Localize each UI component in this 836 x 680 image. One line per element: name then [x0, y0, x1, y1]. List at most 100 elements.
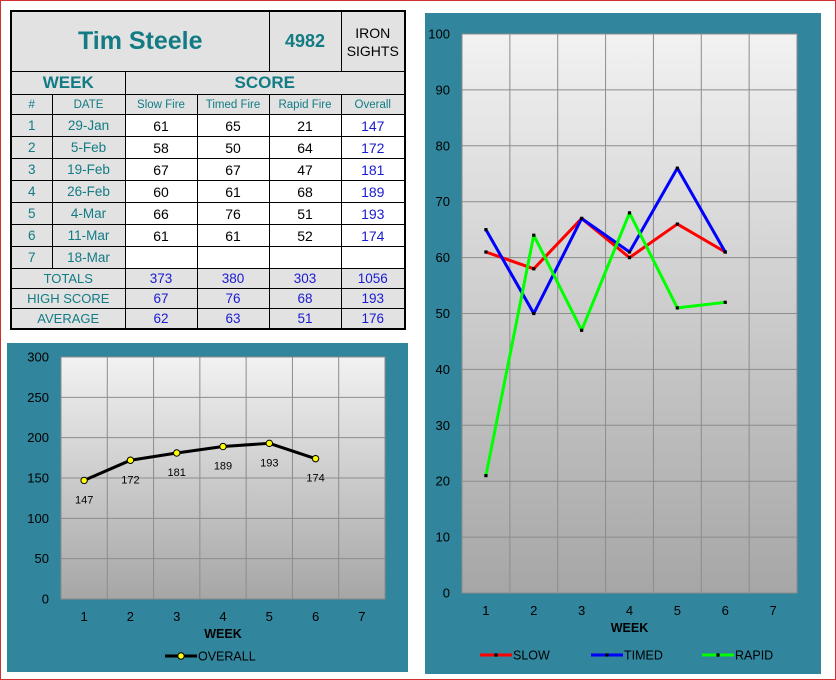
data-point — [80, 476, 88, 485]
col-slow-fire: Slow Fire — [124, 94, 198, 115]
col-rapid-fire: Rapid Fire — [268, 94, 342, 115]
week-date: 4-Mar — [51, 202, 126, 225]
data-point — [311, 454, 320, 463]
legend-label-rapid: RAPID — [735, 649, 773, 663]
sights-line2: SIGHTS — [346, 42, 399, 59]
data-label: 189 — [214, 461, 232, 473]
title-row: Tim Steele 4982 IRON SIGHTS — [10, 10, 406, 72]
x-tick-label: 5 — [674, 603, 681, 618]
col-overall: Overall — [340, 94, 406, 115]
totals-row: TOTALS 373 380 303 1056 — [10, 268, 406, 289]
y-tick-label: 250 — [27, 390, 49, 405]
average-slow: 62 — [124, 308, 198, 330]
y-tick-label: 100 — [428, 27, 450, 42]
legend-marker — [716, 653, 720, 657]
x-tick-label: 4 — [626, 603, 633, 618]
data-point — [532, 267, 536, 271]
x-tick-label: 2 — [530, 603, 537, 618]
data-point — [219, 442, 227, 451]
x-tick-label: 4 — [219, 609, 226, 624]
data-point — [723, 300, 727, 304]
overall-score: 181 — [340, 158, 406, 181]
data-point — [675, 166, 679, 170]
legend-label-overall: OVERALL — [198, 650, 256, 664]
y-tick-label: 300 — [27, 350, 49, 365]
data-label: 172 — [121, 474, 139, 486]
totals-label: TOTALS — [10, 268, 126, 289]
score-row: 1 29-Jan 61 65 21 147 — [10, 114, 406, 137]
score-row: 7 18-Mar — [10, 246, 406, 269]
y-tick-label: 200 — [27, 430, 49, 445]
series-line-overall — [83, 441, 317, 482]
x-tick-label: 6 — [722, 603, 729, 618]
week-number: 3 — [10, 158, 53, 181]
sights-type: IRON SIGHTS — [340, 10, 406, 72]
x-tick-label: 3 — [578, 603, 585, 618]
rapid-fire-score: 64 — [268, 136, 342, 159]
col-timed-fire: Timed Fire — [196, 94, 270, 115]
series-line-slow — [485, 216, 726, 271]
week-date: 26-Feb — [51, 180, 126, 203]
score-rows: 1 29-Jan 61 65 21 147 2 5-Feb 58 50 64 172 3 19-Feb 67… — [10, 114, 406, 269]
col-date: DATE — [51, 94, 126, 115]
series-line-timed — [484, 166, 727, 315]
shooter-id: 4982 — [268, 10, 342, 72]
y-tick-label: 60 — [436, 250, 450, 265]
y-tick-label: 10 — [436, 530, 450, 545]
shooter-name: Tim Steele — [10, 10, 270, 72]
data-point — [484, 228, 488, 232]
week-date: 11-Mar — [51, 224, 126, 247]
timed-fire-score: 50 — [196, 136, 270, 159]
totals-overall: 1056 — [340, 268, 406, 289]
rapid-fire-score: 52 — [268, 224, 342, 247]
score-row: 3 19-Feb 67 67 47 181 — [10, 158, 406, 181]
overall-score: 189 — [340, 180, 406, 203]
score-row: 2 5-Feb 58 50 64 172 — [10, 136, 406, 159]
y-tick-label: 0 — [42, 592, 49, 607]
data-point — [627, 256, 632, 260]
week-number: 6 — [10, 224, 53, 247]
x-tick-label: 6 — [312, 609, 319, 624]
rapid-fire-score: 51 — [268, 202, 342, 225]
week-number: 4 — [10, 180, 53, 203]
column-header-row: # DATE Slow Fire Timed Fire Rapid Fire O… — [10, 94, 406, 115]
overall-score: 193 — [340, 202, 406, 225]
data-label: 193 — [260, 457, 278, 469]
data-point — [627, 211, 632, 215]
data-label: 147 — [75, 494, 93, 506]
week-date: 29-Jan — [51, 114, 126, 137]
rapid-fire-score: 21 — [268, 114, 342, 137]
high-overall: 193 — [340, 288, 406, 309]
high-score-label: HIGH SCORE — [10, 288, 126, 309]
rapid-fire-score: 47 — [268, 158, 342, 181]
data-point — [627, 250, 632, 254]
legend-marker — [605, 653, 609, 657]
high-rapid: 68 — [268, 288, 342, 309]
data-point — [580, 328, 584, 332]
average-timed: 63 — [196, 308, 270, 330]
y-tick-label: 150 — [27, 471, 49, 486]
slow-fire-score: 61 — [124, 114, 198, 137]
y-tick-label: 100 — [27, 511, 49, 526]
data-point — [265, 439, 273, 448]
data-point — [723, 250, 727, 254]
x-tick-label: 2 — [127, 609, 134, 624]
stage-chart-panel: 0 10 20 30 40 50 60 70 80 90 100 1 2 3 4 5 6 7 WEEK SLOW TIM… — [425, 13, 821, 674]
timed-fire-score — [196, 246, 270, 269]
high-slow: 67 — [124, 288, 198, 309]
timed-fire-score: 76 — [196, 202, 270, 225]
timed-fire-score: 65 — [196, 114, 270, 137]
slow-fire-score — [124, 246, 198, 269]
rapid-fire-score: 68 — [268, 180, 342, 203]
week-date: 18-Mar — [51, 246, 126, 269]
totals-slow: 373 — [124, 268, 198, 289]
average-label: AVERAGE — [10, 308, 126, 330]
x-tick-label: 1 — [482, 603, 489, 618]
data-point — [126, 456, 135, 464]
totals-timed: 380 — [196, 268, 270, 289]
y-tick-label: 70 — [436, 194, 450, 209]
slow-fire-score: 58 — [124, 136, 198, 159]
week-number: 1 — [10, 114, 53, 137]
legend-marker — [177, 652, 185, 660]
slow-fire-score: 66 — [124, 202, 198, 225]
